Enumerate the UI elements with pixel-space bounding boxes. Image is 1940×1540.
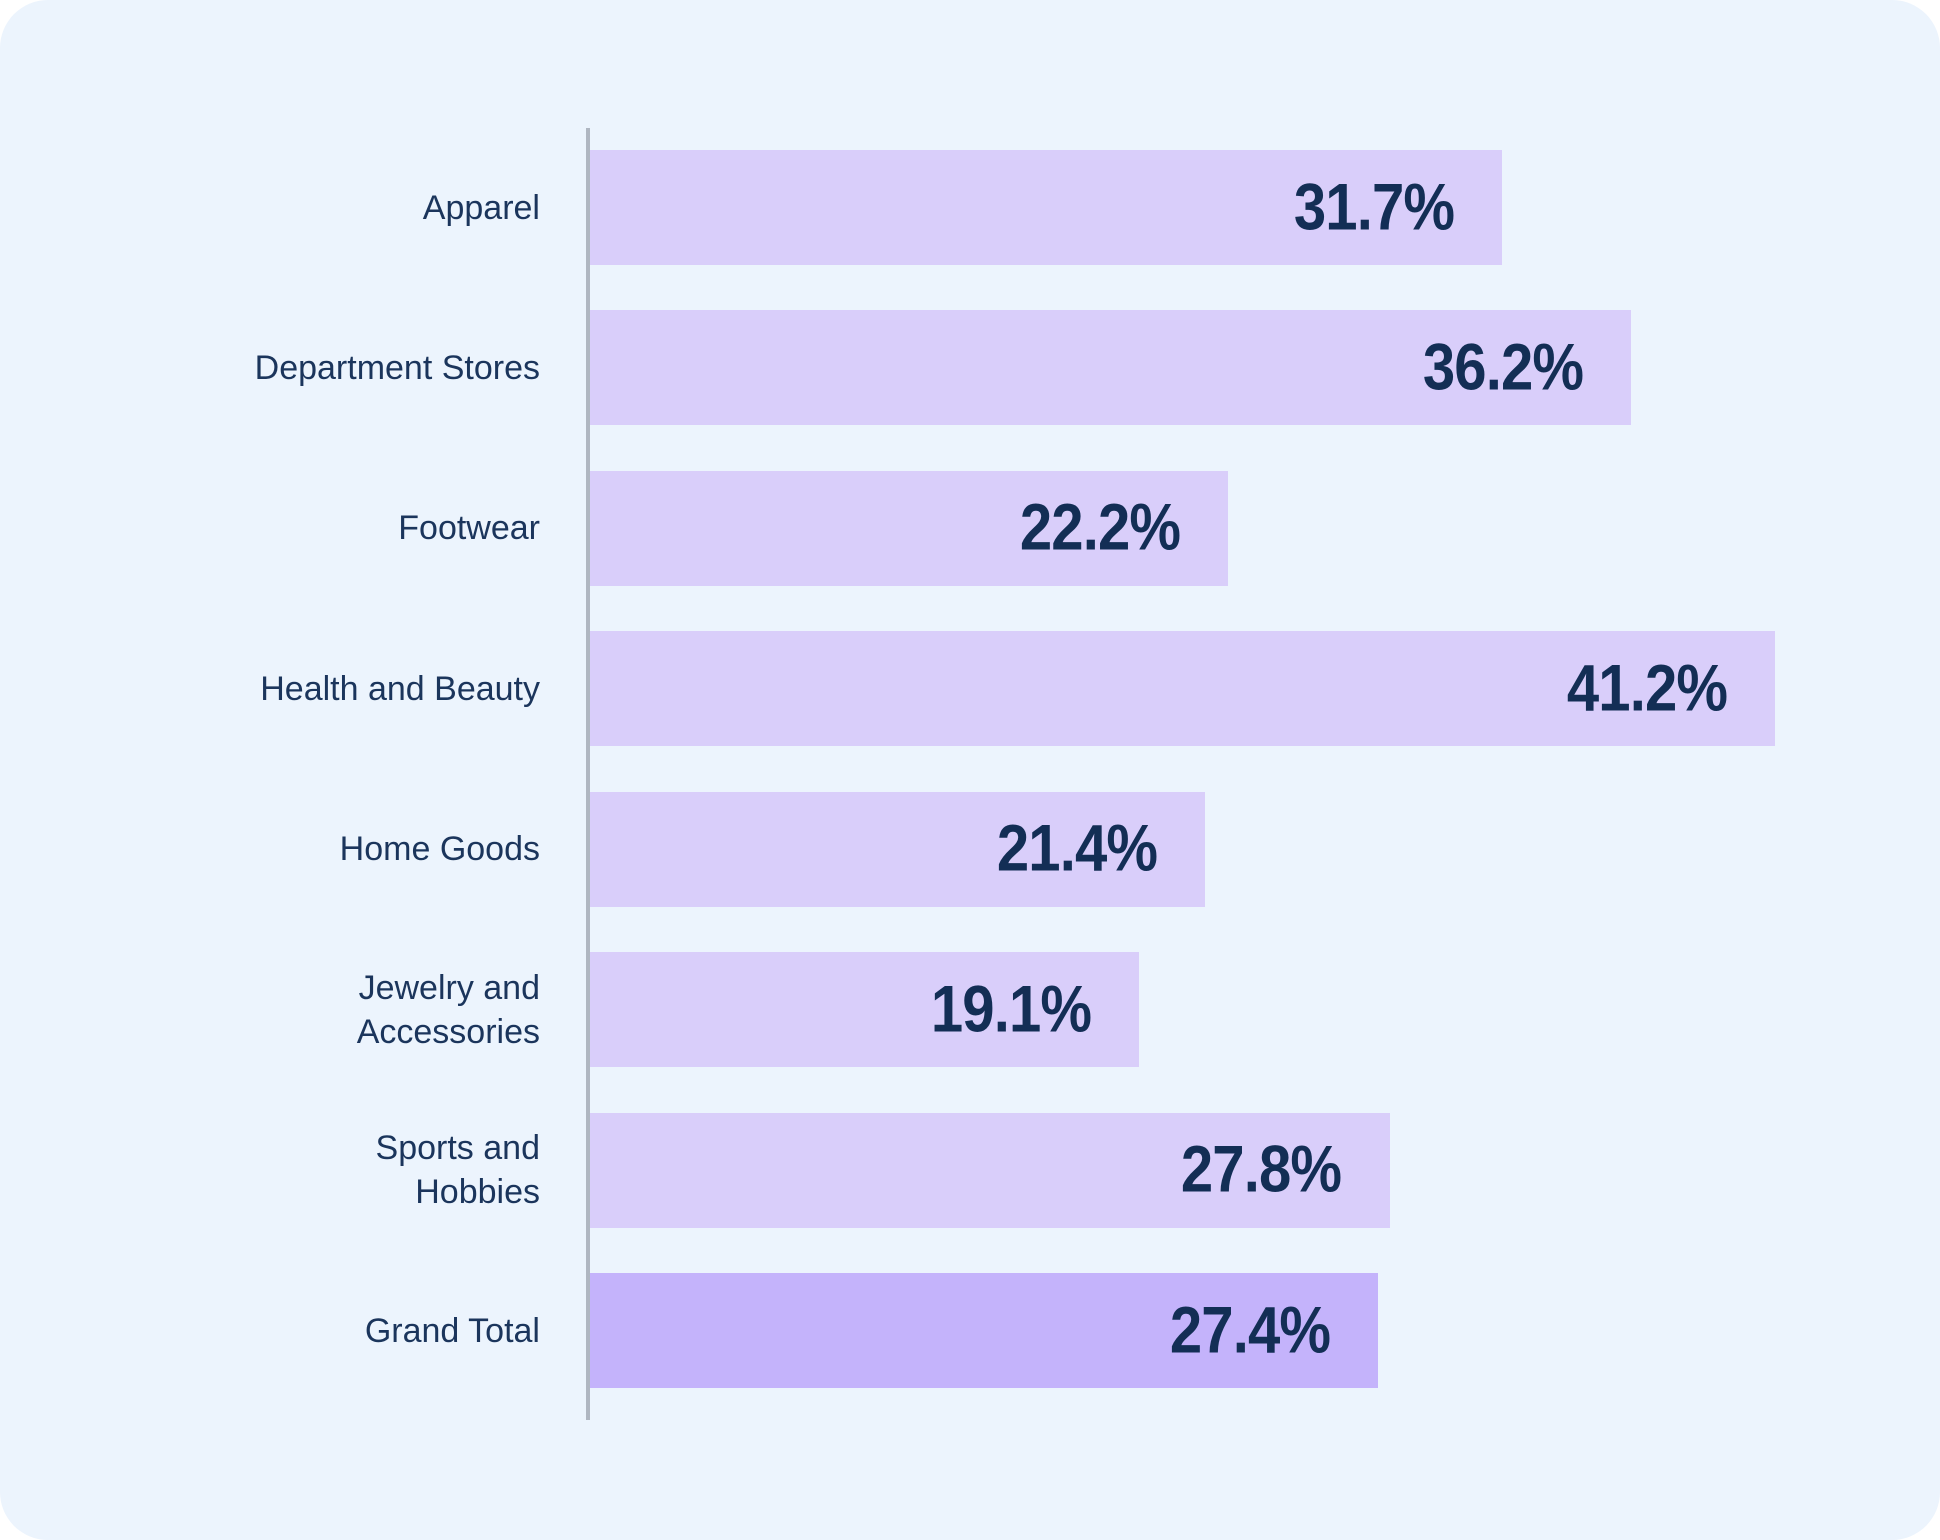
category-label: Department Stores <box>254 348 540 387</box>
y-axis-line <box>586 128 590 1420</box>
bar[interactable]: 41.2% <box>590 631 1775 747</box>
bar[interactable]: 21.4% <box>590 791 1206 907</box>
bar[interactable]: 22.2% <box>590 470 1229 586</box>
bar-value-label: 27.8% <box>1181 1131 1342 1206</box>
bar-grand-total[interactable]: 27.4% <box>590 1273 1379 1388</box>
bar[interactable]: 19.1% <box>590 952 1140 1068</box>
category-label: Apparel <box>422 188 540 227</box>
category-label: Sports and Hobbies <box>375 1129 540 1212</box>
category-label: Home Goods <box>339 830 540 869</box>
bar-value-label: 41.2% <box>1566 650 1728 725</box>
bar-value-label: 36.2% <box>1422 329 1584 404</box>
bar[interactable]: 31.7% <box>590 150 1502 265</box>
bar[interactable]: 27.8% <box>590 1112 1390 1228</box>
bar-value-label: 27.4% <box>1169 1291 1331 1366</box>
bar-value-label: 21.4% <box>997 810 1158 885</box>
bar-value-label: 19.1% <box>931 971 1092 1046</box>
bar[interactable]: 36.2% <box>590 310 1632 426</box>
category-label: Jewelry and Accessories <box>356 968 540 1051</box>
category-label: Footwear <box>398 509 540 548</box>
bar-value-label: 22.2% <box>1020 489 1181 564</box>
category-label: Grand Total <box>364 1311 540 1350</box>
category-label: Health and Beauty <box>260 669 540 708</box>
bar-value-label: 31.7% <box>1293 168 1454 243</box>
